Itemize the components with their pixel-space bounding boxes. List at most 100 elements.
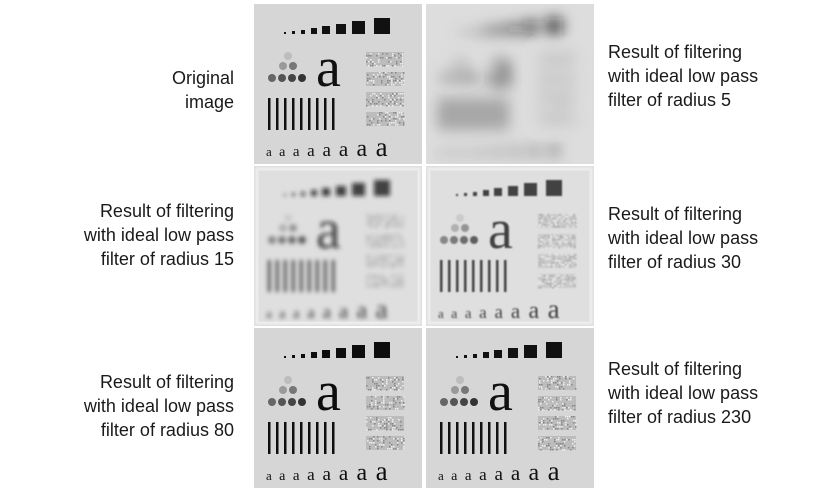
- dot-mark: [298, 236, 306, 244]
- bar-mark: [332, 260, 335, 292]
- glyph-small: a: [511, 137, 521, 161]
- glyph-small: a: [322, 302, 331, 323]
- square-mark: [546, 18, 562, 34]
- glyph-small: a: [479, 141, 487, 160]
- glyph-small: a: [279, 145, 286, 160]
- bar-mark: [308, 260, 311, 292]
- dot-mark: [461, 62, 469, 70]
- glyph-small: a: [307, 303, 315, 322]
- square-mark: [473, 354, 477, 358]
- glyph-small: a: [528, 460, 539, 486]
- bar-mark: [464, 422, 467, 454]
- bar-mark: [440, 98, 443, 130]
- square-mark: [311, 28, 317, 34]
- square-mark: [524, 21, 537, 34]
- square-mark: [292, 355, 295, 358]
- square-mark: [508, 348, 518, 358]
- caption-line: Original: [171, 68, 234, 88]
- square-mark: [483, 190, 489, 196]
- glyph-large: a: [488, 361, 513, 423]
- bar-mark: [316, 260, 319, 292]
- bar-mark: [472, 98, 475, 130]
- bar-mark: [496, 422, 499, 454]
- dot-mark: [298, 398, 306, 406]
- square-mark: [456, 32, 458, 34]
- dot-mark: [461, 386, 469, 394]
- dot-mark: [460, 236, 468, 244]
- dot-mark: [284, 214, 292, 222]
- glyph-small: a: [528, 298, 539, 324]
- dot-mark: [289, 224, 297, 232]
- glyph-small: a: [266, 468, 272, 483]
- dot-mark: [289, 62, 297, 70]
- bar-mark: [284, 260, 287, 292]
- bar-mark: [276, 422, 279, 454]
- caption-line: with ideal low pass: [608, 228, 759, 248]
- dot-mark: [268, 74, 276, 82]
- bar-mark: [268, 422, 271, 454]
- square-mark: [483, 352, 489, 358]
- caption-radius-30: Result of filtering with ideal low pass …: [608, 202, 758, 274]
- glyph-small: a: [339, 137, 349, 161]
- square-mark: [473, 192, 477, 196]
- dot-mark: [279, 386, 287, 394]
- glyph-large: a: [316, 199, 341, 261]
- bar-mark: [284, 98, 287, 130]
- caption-line: with ideal low pass: [83, 225, 234, 245]
- dot-mark: [268, 236, 276, 244]
- glyph-small: a: [376, 456, 388, 486]
- glyph-small: a: [494, 464, 503, 485]
- glyph-small: a: [438, 144, 444, 159]
- dot-mark: [450, 74, 458, 82]
- bar-mark: [488, 260, 491, 292]
- glyph-small: a: [322, 140, 331, 161]
- glyph-small: a: [279, 469, 286, 484]
- glyph-small: a: [339, 299, 349, 323]
- test-pattern-image: aa a a a a a a a: [426, 328, 594, 488]
- glyph-small: a: [356, 460, 367, 486]
- glyph-small: a: [511, 299, 521, 323]
- bar-mark: [308, 98, 311, 130]
- dot-mark: [279, 62, 287, 70]
- bar-mark: [464, 260, 467, 292]
- glyph-small: a: [451, 145, 458, 160]
- caption-line: filter of radius 5: [608, 90, 732, 110]
- glyph-small: a: [548, 132, 560, 162]
- square-mark: [374, 18, 390, 34]
- glyph-small: a: [438, 468, 444, 483]
- glyph-small: a: [266, 144, 272, 159]
- square-mark: [508, 24, 518, 34]
- glyph-large: a: [488, 37, 513, 99]
- dot-mark: [456, 52, 464, 60]
- dot-mark: [279, 224, 287, 232]
- glyph-small: a: [465, 306, 472, 322]
- caption-line: image: [184, 92, 234, 112]
- bar-mark: [268, 98, 271, 130]
- dot-mark: [450, 398, 458, 406]
- dot-mark: [450, 236, 458, 244]
- glyph-small: a: [293, 144, 300, 160]
- caption-original: Original image: [172, 66, 234, 114]
- bar-mark: [276, 260, 279, 292]
- dot-mark: [298, 74, 306, 82]
- glyph-large: a: [316, 361, 341, 423]
- glyph-small: a: [307, 141, 315, 160]
- dot-mark: [278, 74, 286, 82]
- square-mark: [464, 193, 467, 196]
- dot-mark: [268, 398, 276, 406]
- glyph-small: a: [494, 140, 503, 161]
- square-mark: [284, 194, 286, 196]
- glyph-small: a: [548, 294, 560, 324]
- bar-mark: [496, 260, 499, 292]
- bar-mark: [292, 260, 295, 292]
- square-mark: [301, 192, 305, 196]
- square-mark: [336, 348, 346, 358]
- bar-mark: [456, 260, 459, 292]
- bar-mark: [300, 422, 303, 454]
- square-mark: [374, 180, 390, 196]
- caption-line: filter of radius 80: [100, 420, 234, 440]
- glyph-small: a: [479, 465, 487, 484]
- bar-mark: [464, 98, 467, 130]
- square-mark: [292, 31, 295, 34]
